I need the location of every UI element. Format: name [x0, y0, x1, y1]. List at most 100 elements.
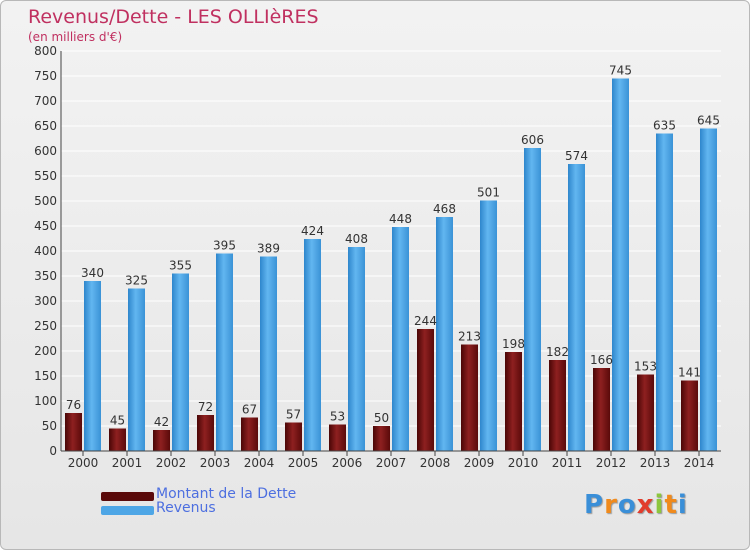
y-tick-label: 350: [34, 269, 57, 283]
data-labels: 76 340 45 325 42 355 72 395 67 389 57 424 53 408 50 448…: [66, 64, 720, 430]
logo-letter: r: [604, 490, 618, 520]
y-tick-label: 750: [34, 69, 57, 83]
logo-letter: P: [584, 490, 605, 520]
bar-revenus: [656, 133, 673, 451]
y-tick-label: 800: [34, 44, 57, 58]
bar-revenus: [524, 148, 541, 451]
x-tick-label: 2006: [332, 456, 363, 470]
y-tick-label: 100: [34, 394, 57, 408]
logo-letter: x: [636, 490, 655, 520]
bar-revenus: [216, 253, 233, 451]
logo-letter: t: [664, 490, 678, 520]
data-label-revenus: 424: [301, 224, 324, 238]
x-tick-label: 2011: [552, 456, 583, 470]
bar-revenus: [480, 200, 497, 451]
data-label-revenus: 395: [213, 239, 236, 253]
data-label-debt: 53: [330, 410, 345, 424]
y-tick-label: 200: [34, 344, 57, 358]
bar-debt: [285, 422, 302, 451]
y-tick-label: 550: [34, 169, 57, 183]
x-tick-label: 2008: [420, 456, 451, 470]
data-label-revenus: 355: [169, 259, 192, 273]
y-tick-label: 300: [34, 294, 57, 308]
x-tick-label: 2000: [68, 456, 99, 470]
bar-revenus: [612, 78, 629, 451]
bar-debt: [549, 360, 566, 451]
data-label-debt: 42: [154, 415, 169, 429]
y-tick-label: 500: [34, 194, 57, 208]
data-label-revenus: 408: [345, 232, 368, 246]
data-label-debt: 213: [458, 330, 481, 344]
x-tick-label: 2012: [596, 456, 627, 470]
y-tick-label: 0: [49, 444, 57, 458]
bar-revenus: [304, 239, 321, 451]
logo-letter: i: [677, 490, 688, 520]
bar-debt: [109, 428, 126, 451]
x-tick-label: 2004: [244, 456, 275, 470]
axes: 0501001502002503003504004505005506006507…: [34, 44, 721, 470]
data-label-debt: 50: [374, 411, 389, 425]
bar-debt: [593, 368, 610, 451]
bar-debt: [241, 417, 258, 451]
y-tick-label: 450: [34, 219, 57, 233]
data-label-debt: 76: [66, 398, 81, 412]
data-label-revenus: 325: [125, 274, 148, 288]
data-label-revenus: 340: [81, 266, 104, 280]
x-tick-label: 2007: [376, 456, 407, 470]
bar-revenus: [700, 128, 717, 451]
data-label-revenus: 635: [653, 119, 676, 133]
data-label-revenus: 745: [609, 64, 632, 78]
data-label-revenus: 606: [521, 133, 544, 147]
data-label-debt: 153: [634, 360, 657, 374]
data-label-debt: 45: [110, 414, 125, 428]
data-label-revenus: 448: [389, 212, 412, 226]
y-tick-label: 400: [34, 244, 57, 258]
proxiti-logo: Proxiti: [584, 490, 688, 520]
bar-revenus: [392, 227, 409, 451]
data-label-revenus: 501: [477, 186, 500, 200]
y-tick-label: 650: [34, 119, 57, 133]
x-tick-label: 2005: [288, 456, 319, 470]
bar-debt: [329, 424, 346, 451]
bar-revenus: [260, 256, 277, 451]
y-tick-label: 150: [34, 369, 57, 383]
bar-debt: [681, 380, 698, 451]
bar-revenus: [128, 288, 145, 451]
bar-debt: [153, 430, 170, 451]
y-tick-label: 600: [34, 144, 57, 158]
legend-swatch-revenus: [101, 506, 154, 515]
data-label-revenus: 468: [433, 202, 456, 216]
x-tick-label: 2014: [684, 456, 715, 470]
legend-swatch-debt: [101, 492, 154, 501]
x-tick-label: 2001: [112, 456, 143, 470]
bar-revenus: [172, 273, 189, 451]
bar-revenus: [568, 164, 585, 451]
bar-debt: [637, 374, 654, 451]
bar-debt: [505, 352, 522, 451]
data-label-debt: 141: [678, 366, 701, 380]
x-tick-label: 2013: [640, 456, 671, 470]
bar-debt: [65, 413, 82, 451]
legend-label-revenus: Revenus: [156, 500, 216, 516]
data-label-debt: 166: [590, 353, 613, 367]
chart-subtitle: (en milliers d'€): [28, 30, 123, 44]
y-tick-label: 50: [42, 419, 57, 433]
data-label-debt: 57: [286, 408, 301, 422]
bar-debt: [373, 426, 390, 451]
bar-revenus: [84, 281, 101, 451]
bar-debt: [461, 344, 478, 451]
x-tick-label: 2003: [200, 456, 231, 470]
legend-label-debt: Montant de la Dette: [156, 486, 297, 502]
data-label-debt: 244: [414, 314, 437, 328]
data-label-debt: 72: [198, 400, 213, 414]
data-label-debt: 182: [546, 345, 569, 359]
data-label-revenus: 645: [697, 114, 720, 128]
bar-debt: [197, 415, 214, 451]
bar-revenus: [436, 217, 453, 451]
bar-revenus: [348, 247, 365, 451]
bars: [65, 78, 717, 451]
logo-letter: i: [654, 490, 665, 520]
data-label-debt: 198: [502, 337, 525, 351]
